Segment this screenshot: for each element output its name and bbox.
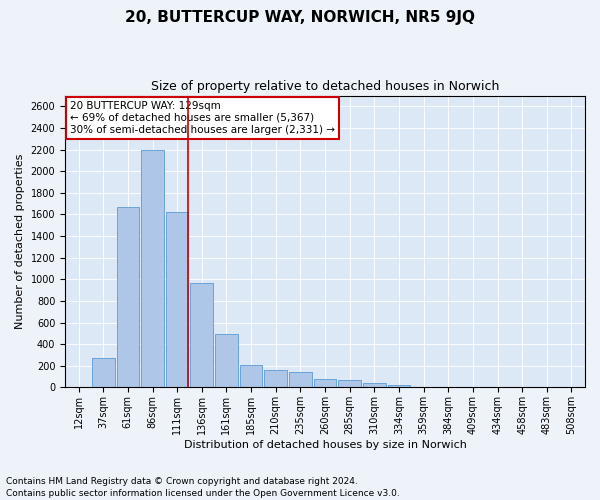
Bar (92, 358, 115, 388)
Bar (511, 386, 533, 388)
Y-axis label: Number of detached properties: Number of detached properties (15, 154, 25, 329)
Bar (363, 382, 386, 388)
Bar (338, 380, 361, 388)
Text: 20, BUTTERCUP WAY, NORWICH, NR5 9JQ: 20, BUTTERCUP WAY, NORWICH, NR5 9JQ (125, 10, 475, 25)
Text: Contains HM Land Registry data © Crown copyright and database right 2024.
Contai: Contains HM Land Registry data © Crown c… (6, 476, 400, 498)
Bar (215, 334, 238, 388)
Title: Size of property relative to detached houses in Norwich: Size of property relative to detached ho… (151, 80, 499, 93)
Bar (166, 212, 188, 388)
Bar (388, 386, 410, 388)
Text: 20 BUTTERCUP WAY: 129sqm
← 69% of detached houses are smaller (5,367)
30% of sem: 20 BUTTERCUP WAY: 129sqm ← 69% of detach… (70, 102, 335, 134)
Bar (141, 150, 164, 388)
Bar (116, 207, 139, 388)
X-axis label: Distribution of detached houses by size in Norwich: Distribution of detached houses by size … (184, 440, 466, 450)
Bar (412, 386, 435, 388)
Bar (67, 387, 90, 388)
Bar (265, 370, 287, 388)
Bar (190, 282, 213, 388)
Bar (240, 364, 262, 388)
Bar (437, 386, 460, 388)
Bar (289, 372, 312, 388)
Bar (314, 380, 337, 388)
